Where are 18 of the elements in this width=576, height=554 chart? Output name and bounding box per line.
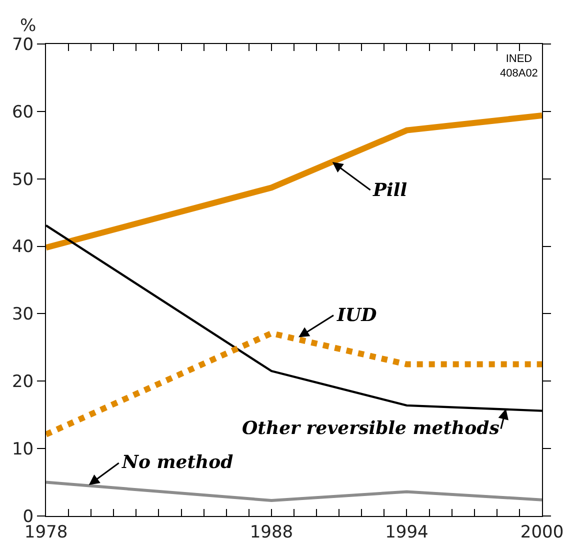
line-series bbox=[46, 480, 542, 502]
x-tick-label: 1994 bbox=[385, 522, 428, 542]
x-tick-label: 1978 bbox=[24, 522, 68, 542]
x-tick-label: 1988 bbox=[250, 522, 294, 542]
annotation: INED 408A02 bbox=[500, 53, 538, 80]
y-tick-label: 50 bbox=[12, 170, 34, 190]
y-tick-label: 60 bbox=[12, 102, 34, 122]
y-axis-title: % bbox=[20, 16, 36, 36]
annotation: No method bbox=[121, 452, 234, 473]
y-tick-label: 40 bbox=[12, 237, 34, 258]
annotation: Pill bbox=[372, 180, 408, 201]
y-tick-label: 30 bbox=[12, 304, 34, 325]
y-tick-label: 20 bbox=[12, 372, 34, 392]
y-tick-label: 70 bbox=[12, 34, 34, 55]
annotation: Other reversible methods bbox=[242, 418, 500, 439]
y-tick-label: 10 bbox=[12, 440, 34, 460]
x-tick-label: 2000 bbox=[520, 522, 564, 542]
annotation: IUD bbox=[336, 305, 378, 326]
